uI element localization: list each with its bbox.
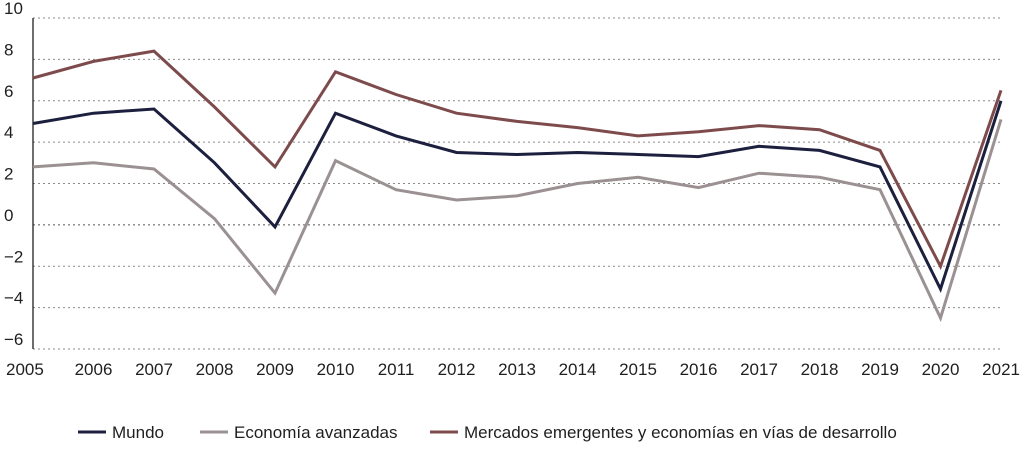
- x-tick-label: 2008: [196, 360, 234, 379]
- x-tick-label: 2016: [680, 360, 718, 379]
- y-tick-label: 8: [4, 40, 13, 59]
- legend-label: Mundo: [112, 423, 164, 442]
- legend-label: Mercados emergentes y economías en vías …: [464, 423, 897, 442]
- x-tick-label: 2018: [801, 360, 839, 379]
- y-tick-label: −4: [4, 289, 23, 308]
- x-tick-label: 2005: [6, 360, 44, 379]
- x-tick-label: 2019: [861, 360, 899, 379]
- y-tick-label: 10: [4, 0, 23, 18]
- y-tick-labels: 10 8 6 4 2 0 −2 −4 −6: [4, 0, 23, 349]
- x-tick-label: 2017: [740, 360, 778, 379]
- x-tick-label: 2011: [378, 360, 415, 379]
- x-tick-labels: 2005 2006 2007 2008 2009 2010 2011 2012 2013 2014…: [6, 360, 1020, 379]
- y-tick-label: 4: [4, 123, 13, 142]
- series-line-2: [32, 49, 1003, 271]
- y-tick-label: −6: [4, 330, 23, 349]
- series-line-0: [32, 100, 1003, 293]
- x-tick-label: 2010: [317, 360, 355, 379]
- x-tick-label: 2015: [619, 360, 657, 379]
- y-tick-label: 6: [4, 82, 13, 101]
- x-tick-label: 2021: [982, 360, 1020, 379]
- series-lines: [32, 49, 1003, 323]
- legend-label: Economía avanzadas: [234, 423, 398, 442]
- x-tick-label: 2007: [135, 360, 173, 379]
- x-tick-label: 2009: [256, 360, 294, 379]
- y-tick-label: 0: [4, 206, 13, 225]
- x-tick-label: 2006: [75, 360, 113, 379]
- x-tick-label: 2012: [438, 360, 476, 379]
- legend: Mundo Economía avanzadas Mercados emergent…: [78, 423, 897, 442]
- x-tick-label: 2020: [922, 360, 960, 379]
- series-line-1: [32, 118, 1003, 323]
- y-tick-label: −2: [4, 247, 23, 266]
- x-tick-label: 2014: [559, 360, 597, 379]
- y-tick-label: 2: [4, 165, 13, 184]
- x-tick-label: 2013: [498, 360, 536, 379]
- grid: [33, 17, 1001, 350]
